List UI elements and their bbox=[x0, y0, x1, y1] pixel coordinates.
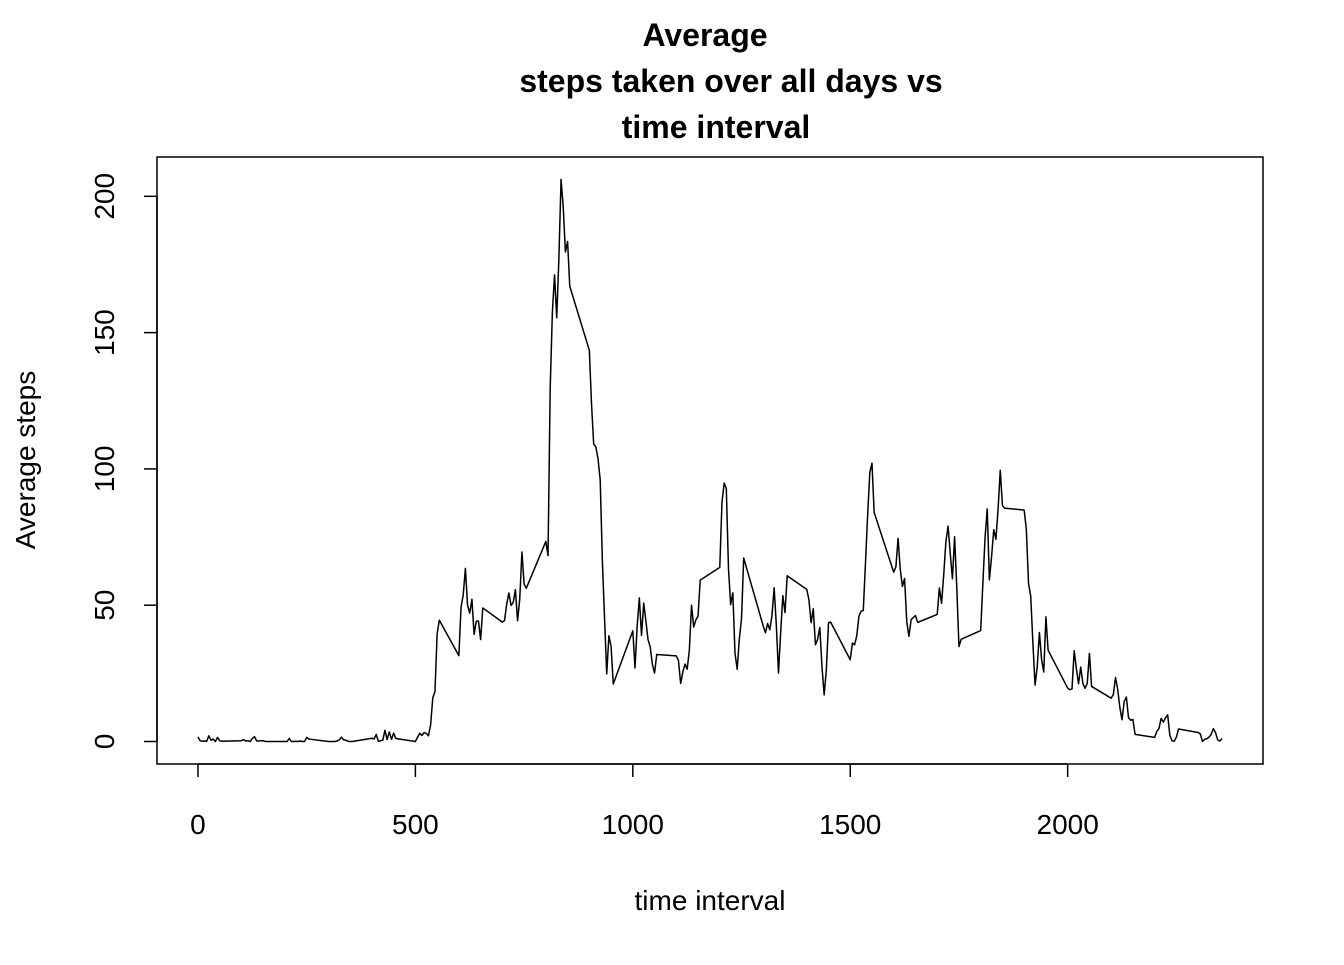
y-tick-label: 200 bbox=[89, 173, 120, 220]
x-tick-label: 1000 bbox=[602, 809, 664, 840]
y-tick-label: 50 bbox=[89, 590, 120, 621]
chart-title: Average bbox=[642, 17, 767, 53]
x-tick-label: 2000 bbox=[1037, 809, 1099, 840]
y-tick-label: 150 bbox=[89, 309, 120, 356]
data-line bbox=[197, 178, 1223, 743]
x-tick-label: 0 bbox=[190, 809, 206, 840]
chart-title: steps taken over all days vs bbox=[519, 63, 942, 99]
x-tick-label: 1500 bbox=[819, 809, 881, 840]
x-tick-label: 500 bbox=[392, 809, 439, 840]
y-tick-label: 0 bbox=[89, 734, 120, 750]
y-axis-label: Average steps bbox=[10, 371, 41, 550]
chart-title: time interval bbox=[622, 109, 811, 145]
x-axis-label: time interval bbox=[635, 885, 786, 916]
y-tick-label: 100 bbox=[89, 446, 120, 493]
